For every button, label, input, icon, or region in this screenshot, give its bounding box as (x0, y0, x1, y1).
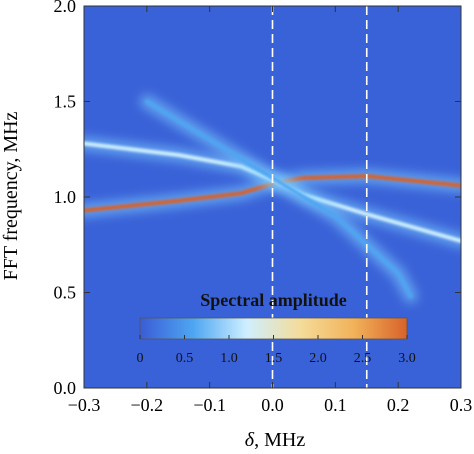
x-tick-label: 0.2 (387, 395, 410, 415)
colorbar-tick-label: 2.5 (354, 351, 372, 366)
colorbar-tick-label: 3.0 (398, 351, 416, 366)
x-tick-label: 0.1 (324, 395, 347, 415)
x-tick-label: 0.0 (261, 395, 284, 415)
x-tick-label: −0.2 (131, 395, 164, 415)
colorbar-tick-label: 0 (137, 351, 144, 366)
x-axis-symbol: δ (245, 429, 255, 451)
x-axis-label: δ, MHz (245, 429, 306, 451)
y-tick-label: 2.0 (54, 0, 77, 16)
y-tick-label: 1.0 (54, 187, 77, 207)
colorbar-tick-label: 1.0 (220, 351, 238, 366)
x-tick-label: 0.3 (450, 395, 473, 415)
axis-ticks: −0.3 −0.2 −0.1 0.0 0.1 0.2 0.3 0.0 0.5 1.0 1.5 2.0 (54, 0, 473, 415)
colorbar-tick-label: 1.5 (265, 351, 283, 366)
y-tick-label: 0.5 (54, 283, 77, 303)
resonance-branch-3 (139, 94, 418, 304)
x-tick-label: −0.3 (68, 395, 101, 415)
branch-core (144, 99, 413, 299)
x-axis-unit: , MHz (254, 429, 305, 451)
x-tick-label: −0.1 (193, 395, 226, 415)
y-tick-label: 0.0 (54, 378, 77, 398)
colorbar-tick-label: 2.0 (309, 351, 327, 366)
y-axis-label: FFT frequency, MHz (0, 111, 22, 280)
colorbar-tick-label: 0.5 (176, 351, 194, 366)
colorbar: Spectral amplitude 0 0.5 1.0 1.5 2.0 2.5 3.0 (137, 290, 416, 366)
colorbar-title: Spectral amplitude (200, 290, 347, 310)
y-tick-label: 1.5 (54, 92, 77, 112)
